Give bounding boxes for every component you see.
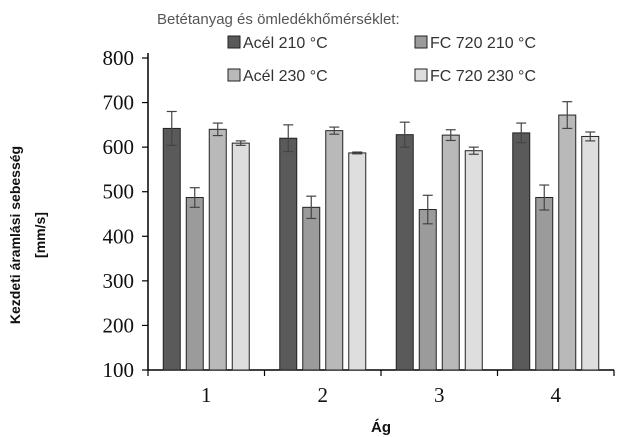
bar (279, 137, 298, 371)
y-tick-label: 500 (103, 180, 135, 204)
x-tick-label: 2 (318, 383, 329, 407)
error-bar (306, 195, 317, 220)
bar (558, 114, 577, 371)
y-tick-label: 400 (103, 224, 135, 248)
error-bar (445, 129, 456, 142)
bar (464, 150, 483, 371)
bar (231, 142, 250, 371)
bar (348, 152, 367, 371)
y-tick-label: 200 (103, 313, 135, 337)
error-bar (539, 184, 550, 211)
error-bar (352, 151, 363, 155)
error-bar (166, 110, 177, 146)
legend-item: FC 720 210 °C (414, 35, 536, 52)
error-bar (422, 194, 433, 225)
legend-swatch (227, 35, 241, 49)
error-bar (468, 146, 479, 155)
y-tick-label: 100 (103, 358, 135, 382)
x-tick-label: 1 (201, 383, 212, 407)
legend-label: FC 720 230 °C (430, 68, 536, 85)
x-tick-label: 3 (434, 383, 445, 407)
legend-item: Acél 230 °C (227, 68, 328, 85)
bar (325, 130, 344, 371)
legend-item: Acél 210 °C (227, 35, 328, 52)
y-tick-label: 800 (103, 46, 135, 70)
legend-swatch (414, 35, 428, 49)
y-tick-label: 600 (103, 135, 135, 159)
y-axis-label-line2: [mm/s] (32, 212, 48, 258)
y-axis-label-line1: Kezdeti áramlási sebesség (7, 146, 23, 324)
error-bar (562, 101, 573, 130)
legend-label: FC 720 210 °C (430, 35, 536, 52)
error-bar (585, 131, 596, 142)
error-bar (399, 121, 410, 148)
error-bar (189, 187, 200, 208)
bar (535, 197, 554, 371)
bar (441, 134, 460, 371)
legend-swatch (227, 68, 241, 82)
bar (162, 127, 181, 371)
bar (418, 209, 437, 371)
y-tick-label: 700 (103, 91, 135, 115)
bar (581, 135, 600, 371)
error-bar (235, 140, 246, 146)
bar (395, 134, 414, 371)
bar (208, 128, 227, 371)
y-tick-label: 300 (103, 269, 135, 293)
x-tick-label: 4 (551, 383, 562, 407)
error-bar (283, 124, 294, 153)
legend-swatch (414, 68, 428, 82)
error-bar (516, 122, 527, 144)
bar (185, 197, 204, 371)
error-bar (329, 126, 340, 135)
chart-header: Betétanyag és ömledékhőmérséklet: (157, 11, 400, 28)
bar (302, 206, 321, 371)
bar (512, 132, 531, 371)
legend-item: FC 720 230 °C (414, 68, 536, 85)
legend-label: Acél 210 °C (243, 35, 328, 52)
x-axis-label: Ág (371, 419, 391, 436)
legend-label: Acél 230 °C (243, 68, 328, 85)
error-bar (212, 122, 223, 137)
